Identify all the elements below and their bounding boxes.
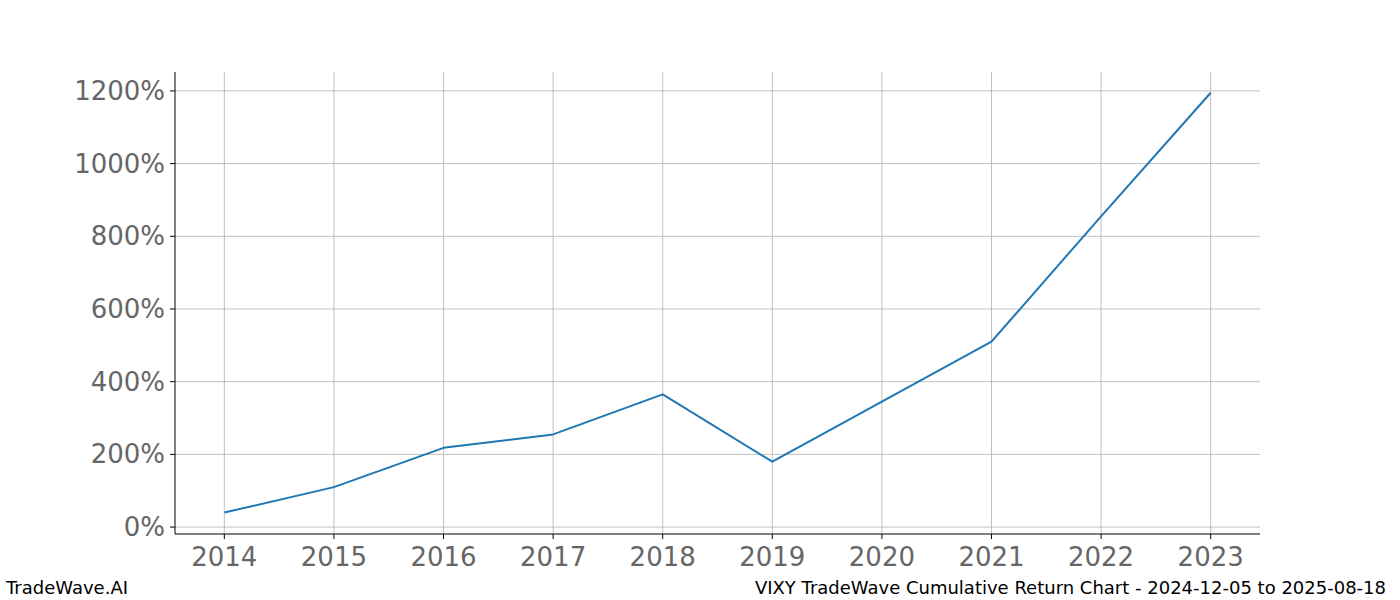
tick (170, 381, 175, 382)
tick-label: 0% (124, 512, 165, 542)
grid-line (175, 381, 1260, 382)
tick-label: 2023 (1178, 542, 1244, 572)
axes: 2014 2015 2016 2017 2018 2019 2020 2021 2022 2023… (74, 72, 1260, 572)
x-axis-line (175, 534, 1260, 535)
grid-line (333, 72, 334, 534)
line-series (224, 93, 1210, 513)
grid-line (175, 527, 1260, 528)
grid-line (443, 72, 444, 534)
tick-label: 2014 (191, 542, 257, 572)
tick (170, 163, 175, 164)
tick-label: 2017 (520, 542, 586, 572)
grid-line (175, 454, 1260, 455)
grid-line (553, 72, 554, 534)
tick-label: 1000% (74, 149, 165, 179)
tick (170, 454, 175, 455)
tick (662, 534, 663, 539)
plot-area (224, 93, 1210, 513)
tick (991, 534, 992, 539)
tick (772, 534, 773, 539)
grid-line (175, 308, 1260, 309)
tick-label: 200% (91, 439, 165, 469)
grid-line (175, 163, 1260, 164)
grid-line (881, 72, 882, 534)
tick-label: 2021 (958, 542, 1024, 572)
tick (553, 534, 554, 539)
tick (1210, 534, 1211, 539)
tick (1101, 534, 1102, 539)
tick (170, 236, 175, 237)
tick (170, 527, 175, 528)
grid (175, 72, 1260, 534)
annotation: TradeWave.AI (5, 577, 128, 598)
grid-line (991, 72, 992, 534)
tick-label: 400% (91, 367, 165, 397)
tick-label: 2019 (739, 542, 805, 572)
tick-label: 2016 (410, 542, 476, 572)
tick-label: 2020 (849, 542, 915, 572)
tick-label: 800% (91, 221, 165, 251)
grid-line (224, 72, 225, 534)
grid-line (175, 90, 1260, 91)
grid-line (1101, 72, 1102, 534)
tick-label: 2022 (1068, 542, 1134, 572)
tick (170, 90, 175, 91)
tick-label: 1200% (74, 76, 165, 106)
tick (224, 534, 225, 539)
y-axis-line (175, 72, 176, 534)
grid-line (772, 72, 773, 534)
chart: 2014 2015 2016 2017 2018 2019 2020 2021 2022 2023… (0, 0, 1400, 600)
tick (333, 534, 334, 539)
tick-label: 2015 (301, 542, 367, 572)
grid-line (1210, 72, 1211, 534)
tick (881, 534, 882, 539)
tick-label: 600% (91, 294, 165, 324)
title: VIXY TradeWave Cumulative Return Chart -… (755, 577, 1386, 598)
grid-line (175, 236, 1260, 237)
tick (170, 308, 175, 309)
tick-label: 2018 (630, 542, 696, 572)
tick (443, 534, 444, 539)
grid-line (662, 72, 663, 534)
